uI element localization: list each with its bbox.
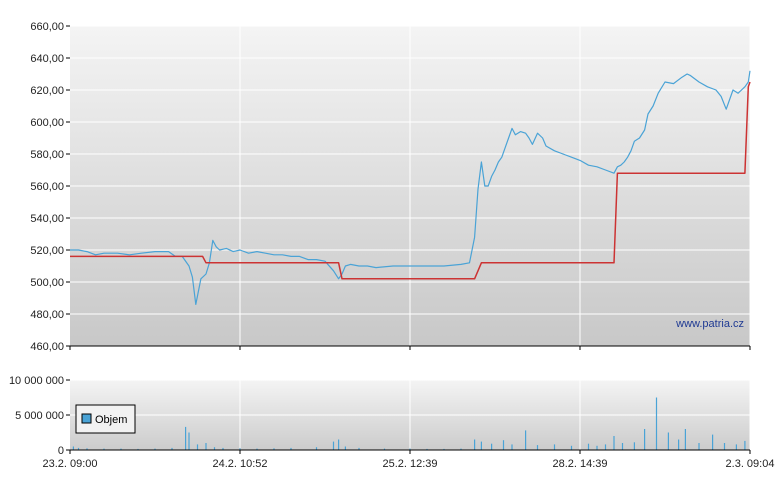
price-y-tick-label: 580,00: [30, 149, 64, 161]
volume-bar: [633, 442, 635, 450]
volume-y-tick-label: 0: [58, 445, 64, 457]
volume-bar: [188, 432, 190, 450]
volume-grid: [70, 379, 751, 450]
volume-bar: [77, 447, 80, 450]
volume-bar: [684, 429, 686, 450]
volume-bar: [735, 444, 737, 450]
price-y-axis: 460,00 480,00 500,00 520,00 540,00 560,00 580,…: [30, 21, 70, 353]
volume-bar: [621, 443, 624, 450]
volume-bar: [256, 448, 258, 450]
price-y-tick-label: 640,00: [30, 53, 64, 65]
price-y-tick-label: 600,00: [30, 117, 64, 129]
volume-bar: [185, 426, 187, 450]
reference-price-line: [70, 81, 751, 280]
price-y-tick-label: 520,00: [30, 245, 64, 257]
volume-bar: [596, 445, 598, 450]
volume-bar: [613, 436, 615, 450]
volume-bar: [525, 430, 527, 450]
volume-bar: [553, 444, 556, 450]
x-axis-tick-label: 2.3. 09:04: [726, 458, 775, 470]
volume-y-tick-label: 10 000 000: [9, 375, 64, 387]
volume-bar: [698, 443, 700, 450]
volume-bar: [338, 439, 340, 450]
volume-bar: [491, 443, 493, 450]
volume-bar: [604, 444, 607, 450]
x-axis-tick-label: 24.2. 10:52: [212, 458, 267, 470]
watermark: www.patria.cz: [675, 318, 744, 330]
volume-bar: [570, 445, 573, 450]
volume-bar: [273, 448, 275, 451]
volume-bar: [655, 397, 658, 450]
x-axis-tick-label: 28.2. 14:39: [552, 458, 607, 470]
volume-bar: [678, 439, 680, 450]
volume-bar: [171, 447, 173, 450]
volume-bar: [222, 447, 224, 450]
volume-y-axis: 0 5 000 000 10 000 000: [9, 375, 70, 457]
volume-bar: [154, 448, 156, 450]
price-y-tick-label: 660,00: [30, 21, 64, 33]
price-y-tick-label: 540,00: [30, 213, 64, 225]
volume-bar: [443, 448, 445, 450]
legend-label: Objem: [95, 414, 127, 426]
price-y-tick-label: 560,00: [30, 181, 64, 193]
volume-bar: [344, 446, 346, 450]
volume-bar: [587, 443, 590, 450]
volume-bar: [196, 444, 199, 450]
volume-bar: [120, 448, 122, 450]
volume-bars-group: [72, 397, 746, 451]
volume-bar: [723, 443, 726, 450]
price-y-tick-label: 620,00: [30, 85, 64, 97]
price-grid: [70, 25, 751, 346]
volume-bar: [712, 434, 714, 450]
volume-bar: [86, 448, 88, 451]
volume-bar: [536, 445, 539, 450]
volume-bar: [137, 448, 139, 450]
volume-bar: [103, 448, 105, 450]
legend-swatch: [81, 413, 92, 424]
volume-bar: [426, 448, 428, 450]
price-x-ticks: [69, 346, 751, 350]
volume-legend: Objem: [75, 404, 136, 434]
volume-bar: [315, 447, 318, 450]
volume-bar: [332, 441, 335, 450]
volume-bar: [474, 439, 476, 450]
volume-bar: [358, 447, 360, 450]
volume-bar: [502, 440, 505, 450]
x-axis-tick-label: 23.2. 09:00: [42, 458, 97, 470]
volume-bar: [667, 432, 669, 450]
volume-bar: [409, 448, 411, 450]
volume-bar: [744, 440, 746, 450]
volume-bar: [72, 446, 74, 450]
volume-y-tick-label: 5 000 000: [15, 410, 64, 422]
volume-bar: [239, 448, 241, 451]
x-axis-tick-label: 25.2. 12:39: [382, 458, 437, 470]
volume-bar: [205, 443, 207, 450]
volume-x-axis: 23.2. 09:00 24.2. 10:52 25.2. 12:39 28.2. 1…: [42, 450, 774, 470]
volume-bar: [460, 448, 462, 450]
volume-bar: [511, 444, 513, 450]
volume-bar: [213, 447, 216, 450]
price-y-tick-label: 500,00: [30, 277, 64, 289]
price-series-group: [70, 70, 751, 305]
price-y-tick-label: 460,00: [30, 341, 64, 353]
volume-bar: [644, 429, 646, 450]
volume-bar: [290, 447, 292, 450]
volume-bar: [480, 441, 482, 450]
volume-bar: [383, 448, 386, 450]
price-y-tick-label: 480,00: [30, 309, 64, 321]
